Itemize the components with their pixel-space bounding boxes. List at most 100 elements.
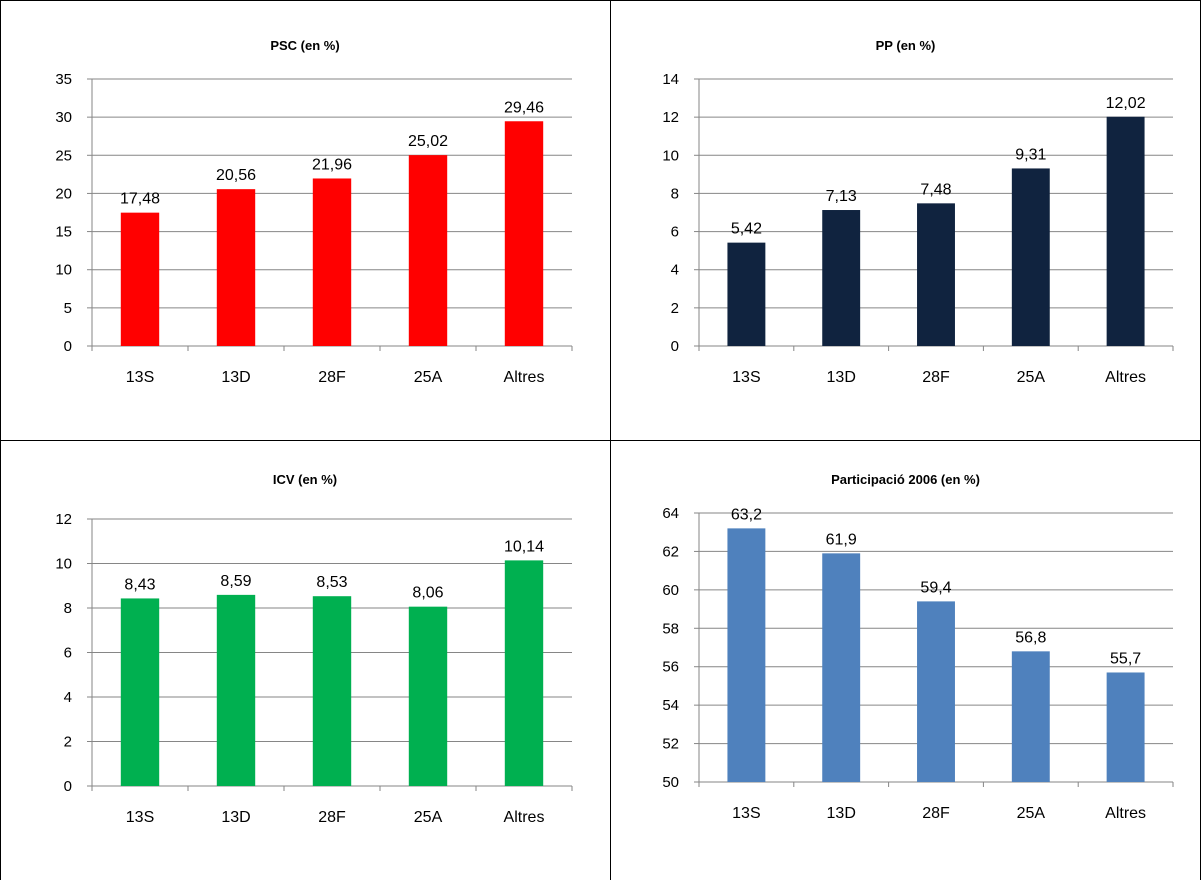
chart-psc: PSC (en %) 0 5 10 15 20 25 30 35 17,48 13S 20,56 13D…: [0, 0, 610, 440]
data-label: 8,43: [124, 576, 155, 593]
data-label: 55,7: [1110, 650, 1141, 667]
y-tick-label: 15: [55, 224, 72, 241]
data-label: 61,9: [826, 531, 857, 548]
chart-icv: ICV (en %) 0 2 4 6 8 10 12 8,43 13S 8,59 13D 8,53 28F…: [0, 440, 610, 880]
category-label: 13D: [221, 369, 250, 386]
chart-svg: ICV (en %) 0 2 4 6 8 10 12 8,43 13S 8,59 13D 8,53 28F…: [55, 472, 573, 826]
chart-participacio: Participació 2006 (en %) 50 52 54 56 58 60 62 64…: [610, 440, 1201, 880]
category-label: 13D: [221, 809, 250, 826]
bar: [504, 121, 544, 346]
data-label: 56,8: [1015, 629, 1046, 646]
data-label: 8,59: [220, 573, 251, 590]
bar: [917, 601, 955, 782]
y-tick-label: 10: [55, 262, 72, 279]
data-label: 21,96: [312, 156, 352, 173]
category-label: 25A: [414, 369, 443, 386]
category-label: 28F: [922, 369, 950, 386]
y-tick-label: 20: [55, 185, 72, 202]
y-tick-label: 2: [671, 300, 679, 317]
chart-pp: PP (en %) 0 2 4 6 8 10 12 14 5,42 13S 7,13 13D 7,48 28…: [610, 0, 1201, 440]
y-tick-label: 12: [55, 511, 72, 528]
category-label: 25A: [1017, 369, 1046, 386]
category-label: Altres: [1105, 369, 1146, 386]
category-label: 28F: [318, 809, 346, 826]
category-label: Altres: [504, 809, 545, 826]
frame-top: [0, 0, 1201, 1]
bar: [504, 560, 544, 786]
bar: [120, 212, 160, 346]
data-label: 17,48: [120, 191, 160, 208]
bar: [822, 553, 861, 782]
bar: [1011, 651, 1050, 782]
bar: [727, 242, 766, 346]
category-label: 28F: [318, 369, 346, 386]
bar: [408, 155, 448, 346]
y-tick-label: 30: [55, 109, 72, 126]
chart-title: ICV (en %): [273, 472, 337, 487]
y-tick-label: 6: [64, 645, 72, 662]
y-tick-label: 0: [64, 778, 72, 795]
y-tick-label: 56: [662, 659, 679, 676]
bar: [1106, 672, 1145, 782]
y-tick-label: 10: [55, 556, 72, 573]
y-tick-label: 50: [662, 774, 679, 791]
y-tick-label: 4: [64, 689, 72, 706]
y-tick-label: 58: [662, 620, 679, 637]
category-label: 13D: [827, 805, 856, 822]
chart-svg: PP (en %) 0 2 4 6 8 10 12 14 5,42 13S 7,13 13D 7,48 28…: [662, 38, 1174, 386]
data-label: 20,56: [216, 167, 256, 184]
data-label: 7,13: [826, 188, 857, 205]
bar: [216, 594, 256, 786]
data-label: 29,46: [504, 99, 544, 116]
category-label: 13S: [126, 809, 154, 826]
category-label: 13S: [732, 369, 760, 386]
category-label: Altres: [1105, 805, 1146, 822]
bar: [312, 596, 352, 786]
data-label: 12,02: [1106, 95, 1146, 112]
category-label: 13S: [732, 805, 760, 822]
y-tick-label: 5: [64, 300, 72, 317]
category-label: 13S: [126, 369, 154, 386]
y-tick-label: 52: [662, 736, 679, 753]
data-label: 8,06: [412, 585, 443, 602]
bar: [216, 189, 256, 346]
bar: [822, 210, 861, 346]
y-tick-label: 10: [662, 147, 679, 164]
y-tick-label: 54: [662, 697, 679, 714]
y-tick-label: 64: [662, 505, 679, 522]
category-label: 25A: [1017, 805, 1046, 822]
data-label: 9,31: [1015, 146, 1046, 163]
y-tick-label: 6: [671, 224, 679, 241]
bar: [1011, 168, 1050, 346]
y-tick-label: 12: [662, 109, 679, 126]
bar: [120, 598, 160, 786]
y-tick-label: 8: [671, 185, 679, 202]
bar: [917, 203, 955, 346]
y-tick-label: 35: [55, 71, 72, 88]
data-label: 63,2: [731, 506, 762, 523]
data-label: 10,14: [504, 538, 544, 555]
y-tick-label: 62: [662, 543, 679, 560]
y-tick-label: 8: [64, 600, 72, 617]
y-tick-label: 4: [671, 262, 679, 279]
y-tick-label: 60: [662, 582, 679, 599]
chart-title: PP (en %): [876, 38, 936, 53]
data-label: 8,53: [316, 574, 347, 591]
frame-middle-horizontal: [0, 440, 1201, 441]
bar: [312, 178, 352, 346]
category-label: 28F: [922, 805, 950, 822]
y-tick-label: 25: [55, 147, 72, 164]
y-tick-label: 14: [662, 71, 679, 88]
chart-title: Participació 2006 (en %): [831, 472, 980, 487]
y-tick-label: 0: [671, 338, 679, 355]
chart-title: PSC (en %): [270, 38, 339, 53]
category-label: 13D: [827, 369, 856, 386]
chart-svg: Participació 2006 (en %) 50 52 54 56 58 60 62 64…: [662, 472, 1174, 822]
bar: [1106, 116, 1145, 346]
bar: [727, 528, 766, 782]
category-label: Altres: [504, 369, 545, 386]
chart-svg: PSC (en %) 0 5 10 15 20 25 30 35 17,48 13S 20,56 13D…: [55, 38, 573, 386]
category-label: 25A: [414, 809, 443, 826]
y-tick-label: 0: [64, 338, 72, 355]
